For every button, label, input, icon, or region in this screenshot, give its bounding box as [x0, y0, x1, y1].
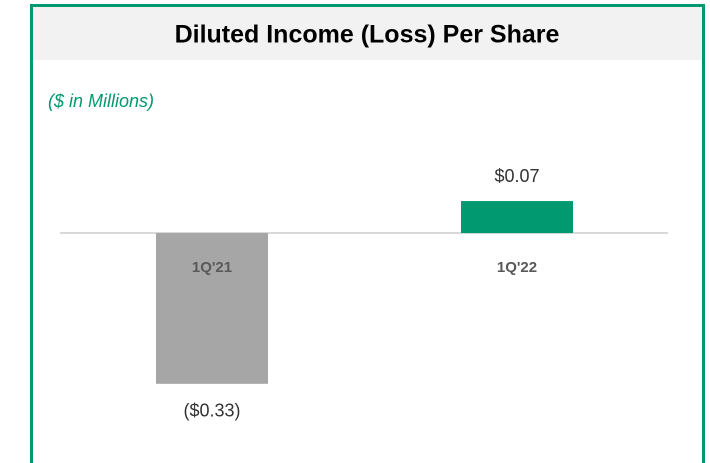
frame	[30, 4, 705, 463]
value-label: $0.07	[494, 166, 539, 186]
bar	[156, 233, 268, 384]
title-band	[33, 7, 702, 60]
x-tick-label: 1Q'21	[192, 259, 232, 276]
bar	[461, 201, 573, 234]
chart-title: Diluted Income (Loss) Per Share	[175, 21, 560, 49]
value-label: ($0.33)	[183, 401, 240, 421]
subtitle: ($ in Millions)	[48, 91, 154, 111]
x-tick-label: 1Q'22	[497, 259, 537, 276]
